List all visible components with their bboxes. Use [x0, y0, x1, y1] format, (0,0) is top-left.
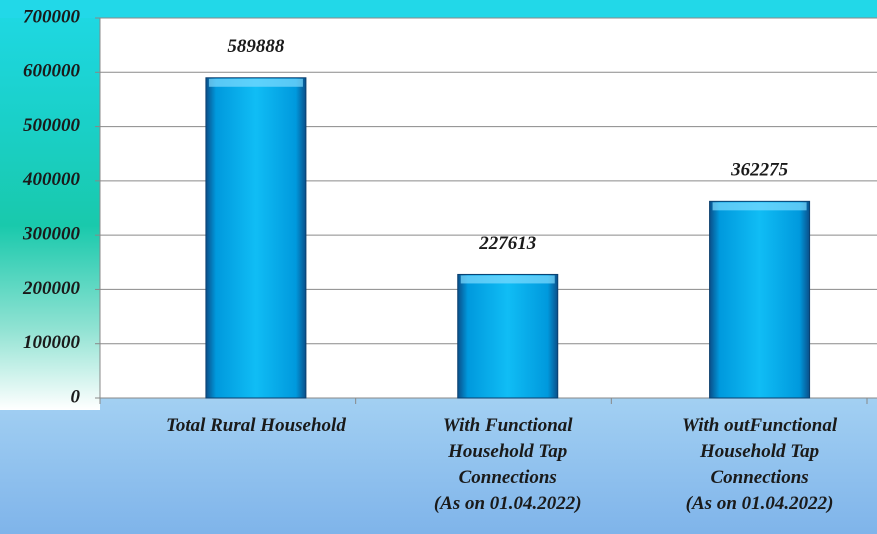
value-label: 227613: [478, 233, 536, 254]
y-tick-label: 600000: [23, 61, 81, 82]
x-tick-label: With Functional Household Tap Connection…: [433, 415, 582, 514]
bar: [457, 273, 559, 399]
y-tick-label: 0: [71, 386, 81, 407]
bar: [205, 77, 307, 399]
x-tick-label: With outFunctional Household Tap Connect…: [682, 415, 838, 514]
y-tick-label: 500000: [23, 115, 81, 136]
bar-bevel: [208, 78, 303, 87]
top-band: [0, 0, 877, 18]
bar-bevel: [460, 275, 555, 284]
y-tick-label: 400000: [22, 169, 81, 190]
bar-bevel: [712, 202, 807, 211]
axis-panel: [0, 0, 100, 410]
value-label: 589888: [227, 36, 285, 57]
value-label: 362275: [730, 160, 789, 181]
bar: [709, 200, 811, 399]
y-tick-label: 700000: [23, 6, 81, 27]
y-tick-label: 200000: [22, 278, 81, 299]
y-tick-label: 100000: [23, 332, 81, 353]
y-tick-label: 300000: [22, 224, 81, 245]
x-tick-label: Total Rural Household: [165, 415, 346, 436]
